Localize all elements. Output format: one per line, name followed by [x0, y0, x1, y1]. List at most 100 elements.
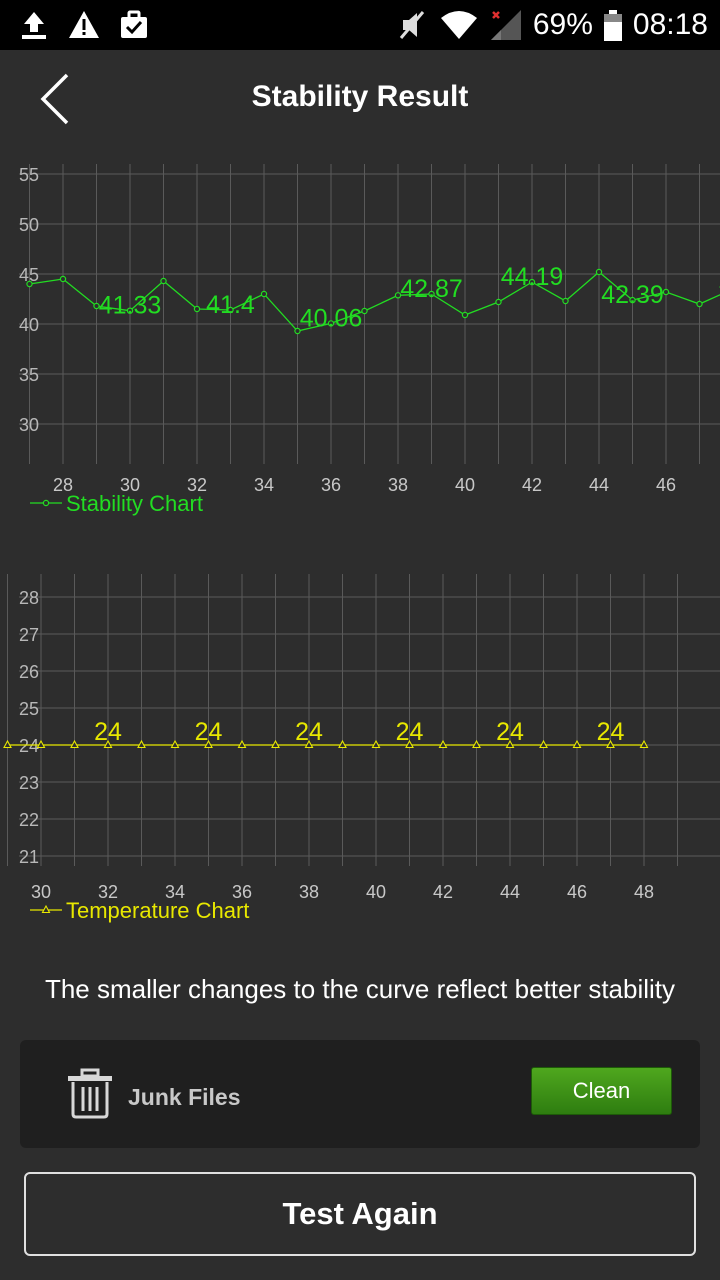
- test-again-button[interactable]: Test Again: [24, 1172, 696, 1256]
- data-point: [428, 290, 435, 298]
- y-tick-label: 50: [19, 215, 39, 235]
- data-label: 42.87: [400, 275, 463, 303]
- data-point: [271, 739, 280, 749]
- page-title: Stability Result: [251, 80, 469, 113]
- data-label: 24: [396, 718, 424, 746]
- y-tick-label: 40: [19, 315, 39, 335]
- data-point: [371, 739, 381, 749]
- y-tick-label: 23: [19, 773, 39, 793]
- data-label: 24: [94, 718, 122, 746]
- title-bar: Stability Result: [0, 50, 720, 150]
- x-tick-label: 44: [589, 475, 609, 495]
- y-tick-label: 21: [19, 847, 39, 867]
- wifi-icon: [439, 8, 479, 42]
- y-tick-label: 24: [19, 736, 39, 756]
- y-tick-label: 30: [19, 415, 39, 435]
- data-label: 41.4: [206, 291, 255, 319]
- legend-label: Stability Chart: [66, 491, 203, 516]
- x-tick-label: 44: [500, 882, 520, 902]
- data-point: [237, 739, 247, 749]
- warning-icon: [66, 8, 102, 42]
- temperature-chart-svg: 21 22 23 24 25 26 27 28 30 32 34 36 38 40 42 44 46 48 24 24…: [3, 574, 720, 923]
- y-tick-label: 22: [19, 810, 39, 830]
- chart-legend: Temperature Chart: [30, 898, 249, 923]
- junk-files-label: Junk Files: [128, 1084, 241, 1110]
- x-tick-label: 34: [165, 882, 185, 902]
- status-bar: 69% 08:18: [0, 0, 720, 50]
- y-tick-label: 55: [19, 165, 39, 185]
- data-point: [606, 739, 615, 749]
- data-point: [562, 297, 569, 305]
- data-label: 42.39: [601, 281, 664, 309]
- data-point: [595, 268, 603, 276]
- x-tick-label: 28: [53, 475, 73, 495]
- data-point: [461, 311, 469, 319]
- x-tick-label: 40: [455, 475, 475, 495]
- x-tick-label: 30: [31, 882, 51, 902]
- data-point: [26, 280, 33, 288]
- data-point: [103, 739, 113, 749]
- stability-hint: The smaller changes to the curve reflect…: [44, 974, 676, 1004]
- junk-files-card: Junk Files Clean: [20, 1040, 700, 1148]
- data-point: [36, 739, 46, 749]
- stability-chart: 30 35 40 45 50 55 28 30 32 34 36 38 40 42 44 46 41.33 41.…: [0, 150, 720, 530]
- clipboard-icon: [116, 8, 152, 42]
- x-tick-label: 36: [232, 882, 252, 902]
- chart-grid: [7, 574, 720, 866]
- data-point: [3, 739, 12, 749]
- x-tick-label: 32: [187, 475, 207, 495]
- legend-label: Temperature Chart: [66, 898, 249, 923]
- data-point: [696, 300, 703, 308]
- data-point: [204, 739, 213, 749]
- x-tick-label: 40: [366, 882, 386, 902]
- x-tick-label: 46: [567, 882, 587, 902]
- data-point: [70, 739, 79, 749]
- data-point: [361, 307, 368, 315]
- y-tick-label: 35: [19, 365, 39, 385]
- data-point: [572, 739, 582, 749]
- data-point: [93, 302, 100, 310]
- data-label: 40.06: [300, 304, 363, 332]
- data-label: 41.33: [99, 292, 162, 320]
- data-point: [539, 739, 548, 749]
- y-tick-label: 45: [19, 265, 39, 285]
- data-point: [438, 739, 448, 749]
- x-tick-label: 34: [254, 475, 274, 495]
- back-button[interactable]: [30, 70, 80, 128]
- chevron-left-icon: [40, 73, 69, 125]
- data-point: [294, 327, 301, 335]
- chart-legend: Stability Chart: [30, 491, 203, 516]
- data-label: 24: [496, 718, 524, 746]
- data-point: [126, 307, 134, 314]
- data-point: [394, 292, 402, 299]
- trash-icon: [64, 1068, 116, 1120]
- x-tick-label: 38: [388, 475, 408, 495]
- y-tick-label: 25: [19, 699, 39, 719]
- y-tick-label: 28: [19, 588, 39, 608]
- mute-icon: [397, 8, 429, 42]
- data-point: [662, 288, 670, 296]
- data-point: [304, 739, 314, 749]
- battery-icon: [603, 8, 623, 42]
- data-point: [639, 739, 649, 749]
- x-tick-label: 42: [433, 882, 453, 902]
- stability-chart-svg: 30 35 40 45 50 55 28 30 32 34 36 38 40 42 44 46 41.33 41.…: [19, 164, 720, 516]
- data-point: [495, 298, 502, 306]
- data-label: 44.19: [501, 263, 564, 291]
- legend-marker: [41, 904, 51, 914]
- data-point: [193, 305, 201, 313]
- data-point: [260, 290, 268, 298]
- series-line: [29, 271, 720, 332]
- data-point: [170, 739, 180, 749]
- x-tick-label: 30: [120, 475, 140, 495]
- data-point: [338, 739, 347, 749]
- data-label: 24: [597, 718, 625, 746]
- y-tick-label: 26: [19, 662, 39, 682]
- data-label: 24: [195, 718, 223, 746]
- data-point: [629, 296, 636, 304]
- temperature-chart: 21 22 23 24 25 26 27 28 30 32 34 36 38 40 42 44 46 48 24 24…: [0, 560, 720, 940]
- data-point: [59, 275, 67, 283]
- data-point: [227, 306, 234, 314]
- clean-button[interactable]: Clean: [531, 1067, 672, 1115]
- signal-icon: [489, 8, 523, 42]
